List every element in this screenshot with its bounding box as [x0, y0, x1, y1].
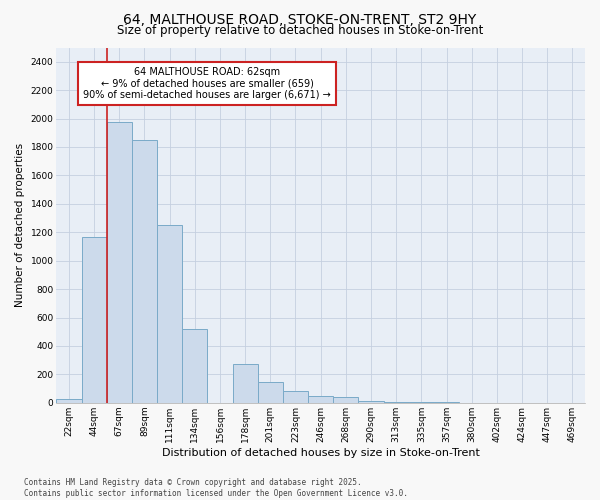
- Text: Size of property relative to detached houses in Stoke-on-Trent: Size of property relative to detached ho…: [117, 24, 483, 37]
- Bar: [233, 364, 258, 403]
- Bar: [383, 402, 409, 403]
- Bar: [82, 236, 107, 403]
- Text: 64, MALTHOUSE ROAD, STOKE-ON-TRENT, ST2 9HY: 64, MALTHOUSE ROAD, STOKE-ON-TRENT, ST2 …: [124, 12, 476, 26]
- Bar: [333, 397, 358, 403]
- Y-axis label: Number of detached properties: Number of detached properties: [15, 143, 25, 307]
- Bar: [157, 225, 182, 403]
- Bar: [409, 402, 434, 403]
- Bar: [107, 122, 132, 403]
- Bar: [132, 140, 157, 403]
- Bar: [358, 400, 383, 403]
- Bar: [283, 390, 308, 403]
- Bar: [258, 382, 283, 403]
- X-axis label: Distribution of detached houses by size in Stoke-on-Trent: Distribution of detached houses by size …: [162, 448, 479, 458]
- Bar: [56, 398, 82, 403]
- Text: 64 MALTHOUSE ROAD: 62sqm
← 9% of detached houses are smaller (659)
90% of semi-d: 64 MALTHOUSE ROAD: 62sqm ← 9% of detache…: [83, 67, 331, 100]
- Text: Contains HM Land Registry data © Crown copyright and database right 2025.
Contai: Contains HM Land Registry data © Crown c…: [24, 478, 408, 498]
- Bar: [308, 396, 333, 403]
- Bar: [182, 329, 208, 403]
